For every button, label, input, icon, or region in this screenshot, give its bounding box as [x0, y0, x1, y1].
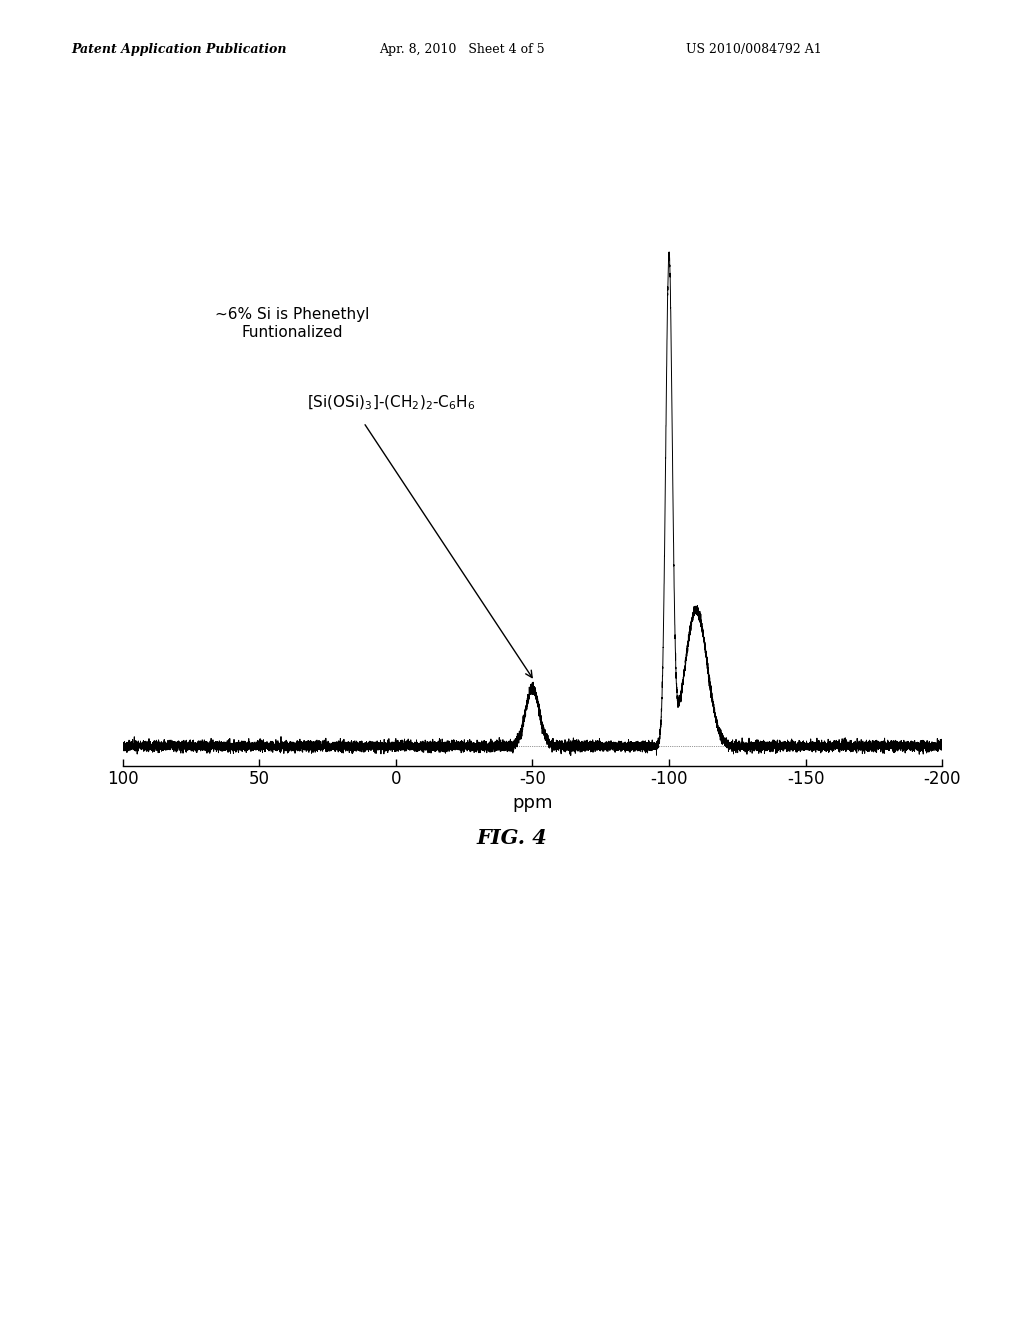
Text: Patent Application Publication: Patent Application Publication: [72, 42, 287, 55]
X-axis label: ppm: ppm: [512, 795, 553, 812]
Text: ~6% Si is Phenethyl
Funtionalized: ~6% Si is Phenethyl Funtionalized: [215, 308, 369, 339]
Text: [Si(OSi)$_3$]-(CH$_2$)$_2$-C$_6$H$_6$: [Si(OSi)$_3$]-(CH$_2$)$_2$-C$_6$H$_6$: [307, 393, 476, 412]
Text: Apr. 8, 2010   Sheet 4 of 5: Apr. 8, 2010 Sheet 4 of 5: [379, 42, 545, 55]
Text: FIG. 4: FIG. 4: [476, 828, 548, 849]
Text: US 2010/0084792 A1: US 2010/0084792 A1: [686, 42, 822, 55]
